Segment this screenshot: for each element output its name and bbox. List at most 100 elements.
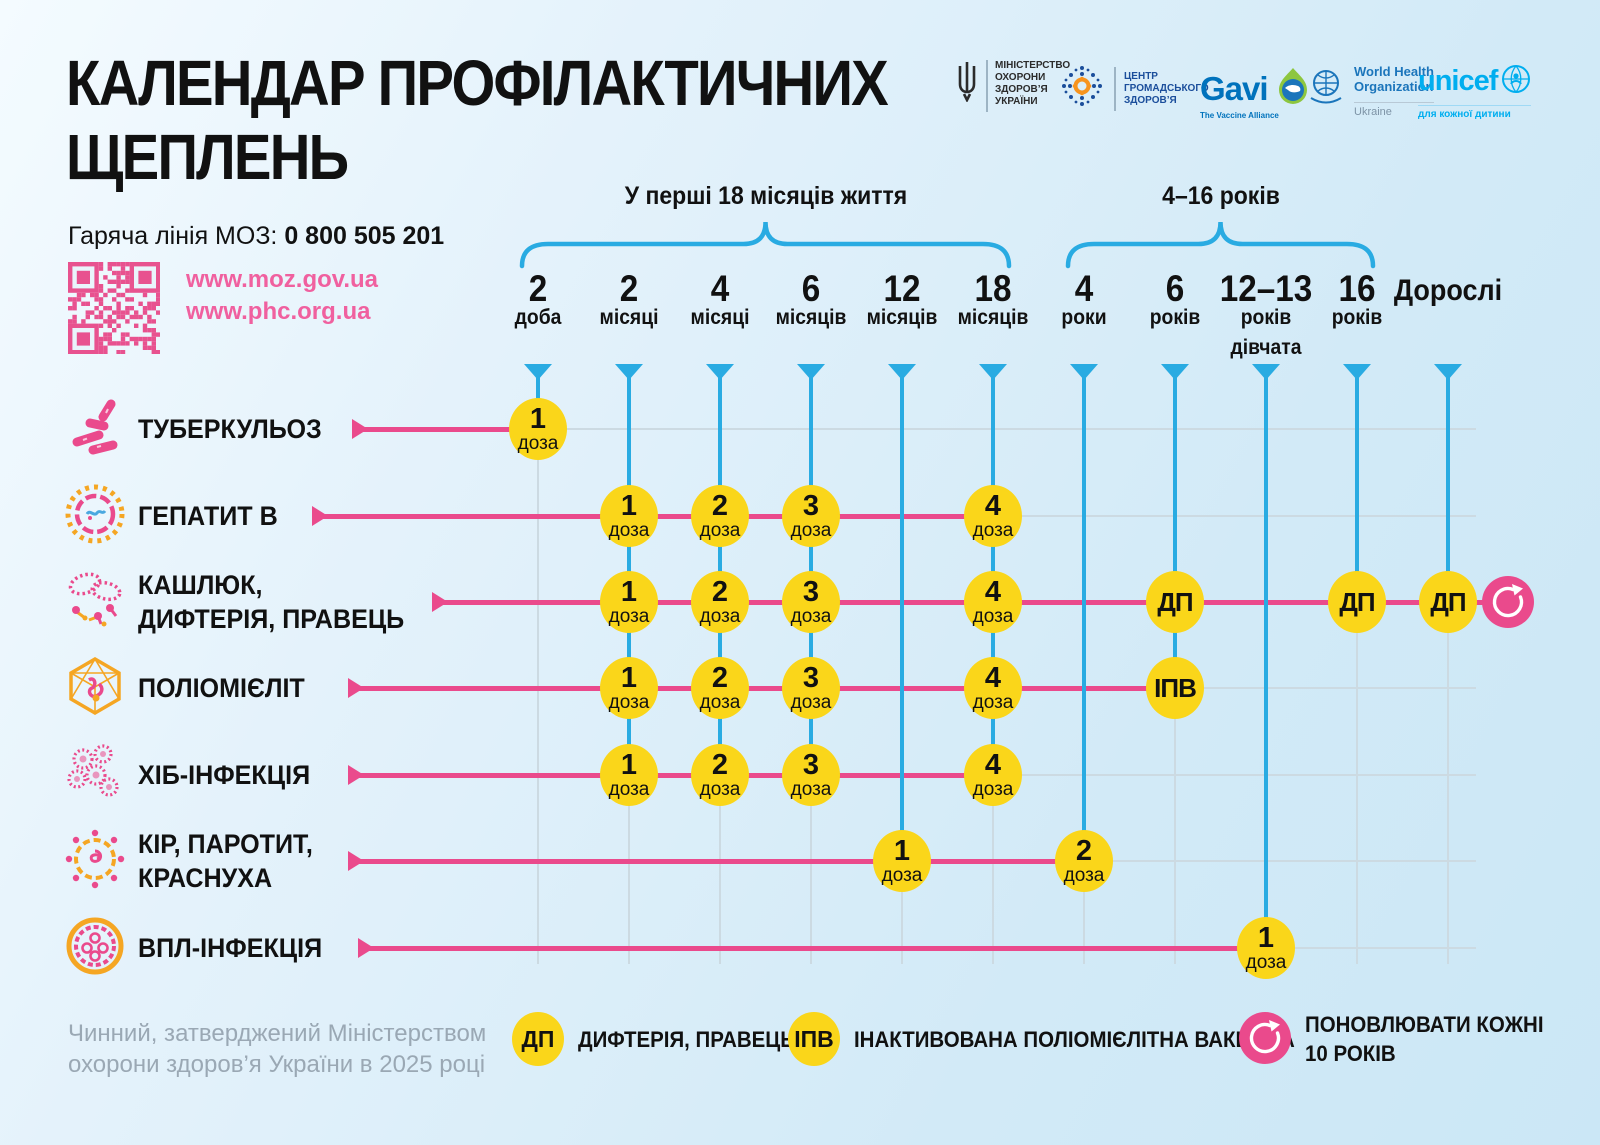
dose-marker: 2 доза bbox=[691, 657, 749, 719]
dose-marker: 3 доза bbox=[782, 571, 840, 633]
legend-badge-іпв: ІПВ bbox=[788, 1012, 840, 1066]
dose-marker: ДП bbox=[1419, 571, 1477, 633]
column-header-unit: років bbox=[1240, 306, 1292, 329]
age-line-arrow-icon bbox=[888, 364, 916, 380]
dose-marker: 3 доза bbox=[782, 657, 840, 719]
who-country: Ukraine bbox=[1354, 102, 1434, 118]
phc-url: www.phc.org.ua bbox=[186, 298, 371, 325]
repeat-marker bbox=[1482, 576, 1534, 633]
logo-divider bbox=[1114, 66, 1116, 111]
dose-number: 4 bbox=[984, 748, 1002, 781]
legend-text-line: ДИФТЕРІЯ, ПРАВЕЦЬ bbox=[578, 1026, 795, 1052]
phc-logo-text: ЦЕНТР ГРОМАДСЬКОГО ЗДОРОВ’Я bbox=[1124, 70, 1209, 106]
disease-label-line: КАШЛЮК, bbox=[138, 570, 263, 600]
dose-word: доза bbox=[1063, 864, 1105, 886]
dose-number: 1 bbox=[620, 661, 638, 694]
age-line-arrow-icon bbox=[524, 364, 552, 380]
legend-text-line: ІНАКТИВОВАНА ПОЛІОМІЄЛІТНА ВАКЦИНА bbox=[854, 1026, 1295, 1052]
dose-code: ДП bbox=[1430, 587, 1466, 617]
column-header-unit: роки bbox=[1061, 306, 1107, 329]
age-line-arrow-icon bbox=[1252, 364, 1280, 380]
column-header-number: 12–13 bbox=[1219, 268, 1313, 309]
age-line-arrow-icon bbox=[1070, 364, 1098, 380]
dose-marker: 1 доза bbox=[873, 830, 931, 892]
dose-marker: 2 доза bbox=[691, 485, 749, 547]
disease-row-line bbox=[356, 772, 993, 778]
dose-code: ІПВ bbox=[1154, 673, 1197, 703]
row-label-group bbox=[62, 483, 128, 549]
hotline-label: Гаряча лінія МОЗ: bbox=[68, 222, 278, 250]
column-header-extra: дівчата bbox=[1230, 336, 1302, 359]
dose-word: доза bbox=[972, 605, 1014, 627]
disease-label-hib: ХІБ-ІНФЕКЦІЯ bbox=[138, 758, 310, 792]
dose-marker: 2 доза bbox=[691, 744, 749, 806]
column-header-unit: місяці bbox=[690, 306, 750, 329]
age-line-arrow-icon bbox=[706, 364, 734, 380]
who-logo-text: World Health Organization Ukraine bbox=[1354, 64, 1434, 118]
row-arrow-icon bbox=[348, 851, 364, 871]
age-column-line bbox=[1173, 376, 1177, 688]
disease-label-measles-mumps-rubella: КІР, ПАРОТИТ, КРАСНУХА bbox=[138, 827, 313, 895]
tuberculosis-icon bbox=[63, 395, 127, 464]
disease-label-line: ДИФТЕРІЯ, ПРАВЕЦЬ bbox=[138, 604, 405, 634]
dose-word: доза bbox=[608, 519, 650, 541]
dose-word: доза bbox=[699, 605, 741, 627]
grid-vline bbox=[537, 372, 539, 964]
age-line-arrow-icon bbox=[979, 364, 1007, 380]
dose-word: доза bbox=[1245, 951, 1287, 973]
dose-number: 2 bbox=[1075, 834, 1093, 867]
dose-marker: 1 доза bbox=[600, 485, 658, 547]
dose-word: доза bbox=[881, 864, 923, 886]
column-header-unit: років bbox=[1149, 306, 1201, 329]
hotline-number: 0 800 505 201 bbox=[284, 222, 445, 250]
column-header-number: 16 bbox=[1338, 268, 1376, 309]
dose-number: 1 bbox=[620, 575, 638, 608]
unicef-globe-icon bbox=[1501, 64, 1531, 99]
age-column-line bbox=[1355, 376, 1359, 602]
column-header-unit: місяці bbox=[599, 306, 659, 329]
dose-marker: 2 доза bbox=[691, 571, 749, 633]
dose-word: доза bbox=[608, 778, 650, 800]
dose-word: доза bbox=[972, 519, 1014, 541]
dose-number: 4 bbox=[984, 575, 1002, 608]
dose-marker: 3 доза bbox=[782, 485, 840, 547]
disease-label-line: ПОЛІОМІЄЛІТ bbox=[138, 673, 305, 703]
age-group-label: У перші 18 місяців життя bbox=[624, 182, 907, 210]
dose-number: 1 bbox=[1257, 921, 1275, 954]
gavi-subtitle: The Vaccine Alliance bbox=[1200, 111, 1279, 120]
column-header-adults: Дорослі bbox=[1393, 274, 1503, 307]
logo-divider bbox=[986, 60, 988, 112]
grid-vline bbox=[1356, 372, 1358, 964]
age-line-arrow-icon bbox=[797, 364, 825, 380]
disease-label-line: ГЕПАТИТ В bbox=[138, 501, 278, 531]
column-header-unit: місяців bbox=[866, 306, 938, 329]
column-header-number: 18 bbox=[974, 268, 1012, 309]
page-title-line2: ЩЕПЛЕНЬ bbox=[66, 121, 349, 193]
dose-number: 4 bbox=[984, 661, 1002, 694]
disease-label-line: КІР, ПАРОТИТ, bbox=[138, 829, 313, 859]
legend-item-text: ДИФТЕРІЯ, ПРАВЕЦЬ bbox=[578, 1025, 795, 1054]
gavi-wordmark: Gavi bbox=[1200, 69, 1269, 107]
dose-marker: 4 доза bbox=[964, 657, 1022, 719]
dose-word: доза bbox=[608, 605, 650, 627]
row-label-group bbox=[62, 569, 128, 635]
dose-marker: ДП bbox=[1328, 571, 1386, 633]
column-header-number: 4 bbox=[1074, 268, 1094, 309]
gavi-logo: Gavi The Vaccine Alliance bbox=[1200, 66, 1313, 120]
dose-marker: ІПВ bbox=[1146, 657, 1204, 719]
approval-note: Чинний, затверджений Міністерством охоро… bbox=[68, 1020, 487, 1078]
row-label-group bbox=[62, 742, 128, 808]
gavi-droplet-icon bbox=[1273, 66, 1313, 111]
legend-badge-refresh bbox=[1239, 1012, 1291, 1069]
dose-marker: 4 доза bbox=[964, 485, 1022, 547]
dose-marker: 2 доза bbox=[1055, 830, 1113, 892]
dose-word: доза bbox=[790, 605, 832, 627]
disease-label-polio: ПОЛІОМІЄЛІТ bbox=[138, 671, 305, 705]
age-group-label: 4–16 років bbox=[1161, 182, 1280, 210]
legend-item-text: ПОНОВЛЮВАТИ КОЖНІ 10 РОКІВ bbox=[1305, 1010, 1544, 1068]
disease-label-pertussis-diphtheria-tetanus: КАШЛЮК, ДИФТЕРІЯ, ПРАВЕЦЬ bbox=[138, 568, 404, 636]
unicef-wordmark: unicef bbox=[1418, 65, 1498, 97]
dose-word: доза bbox=[699, 778, 741, 800]
dose-word: доза bbox=[790, 519, 832, 541]
